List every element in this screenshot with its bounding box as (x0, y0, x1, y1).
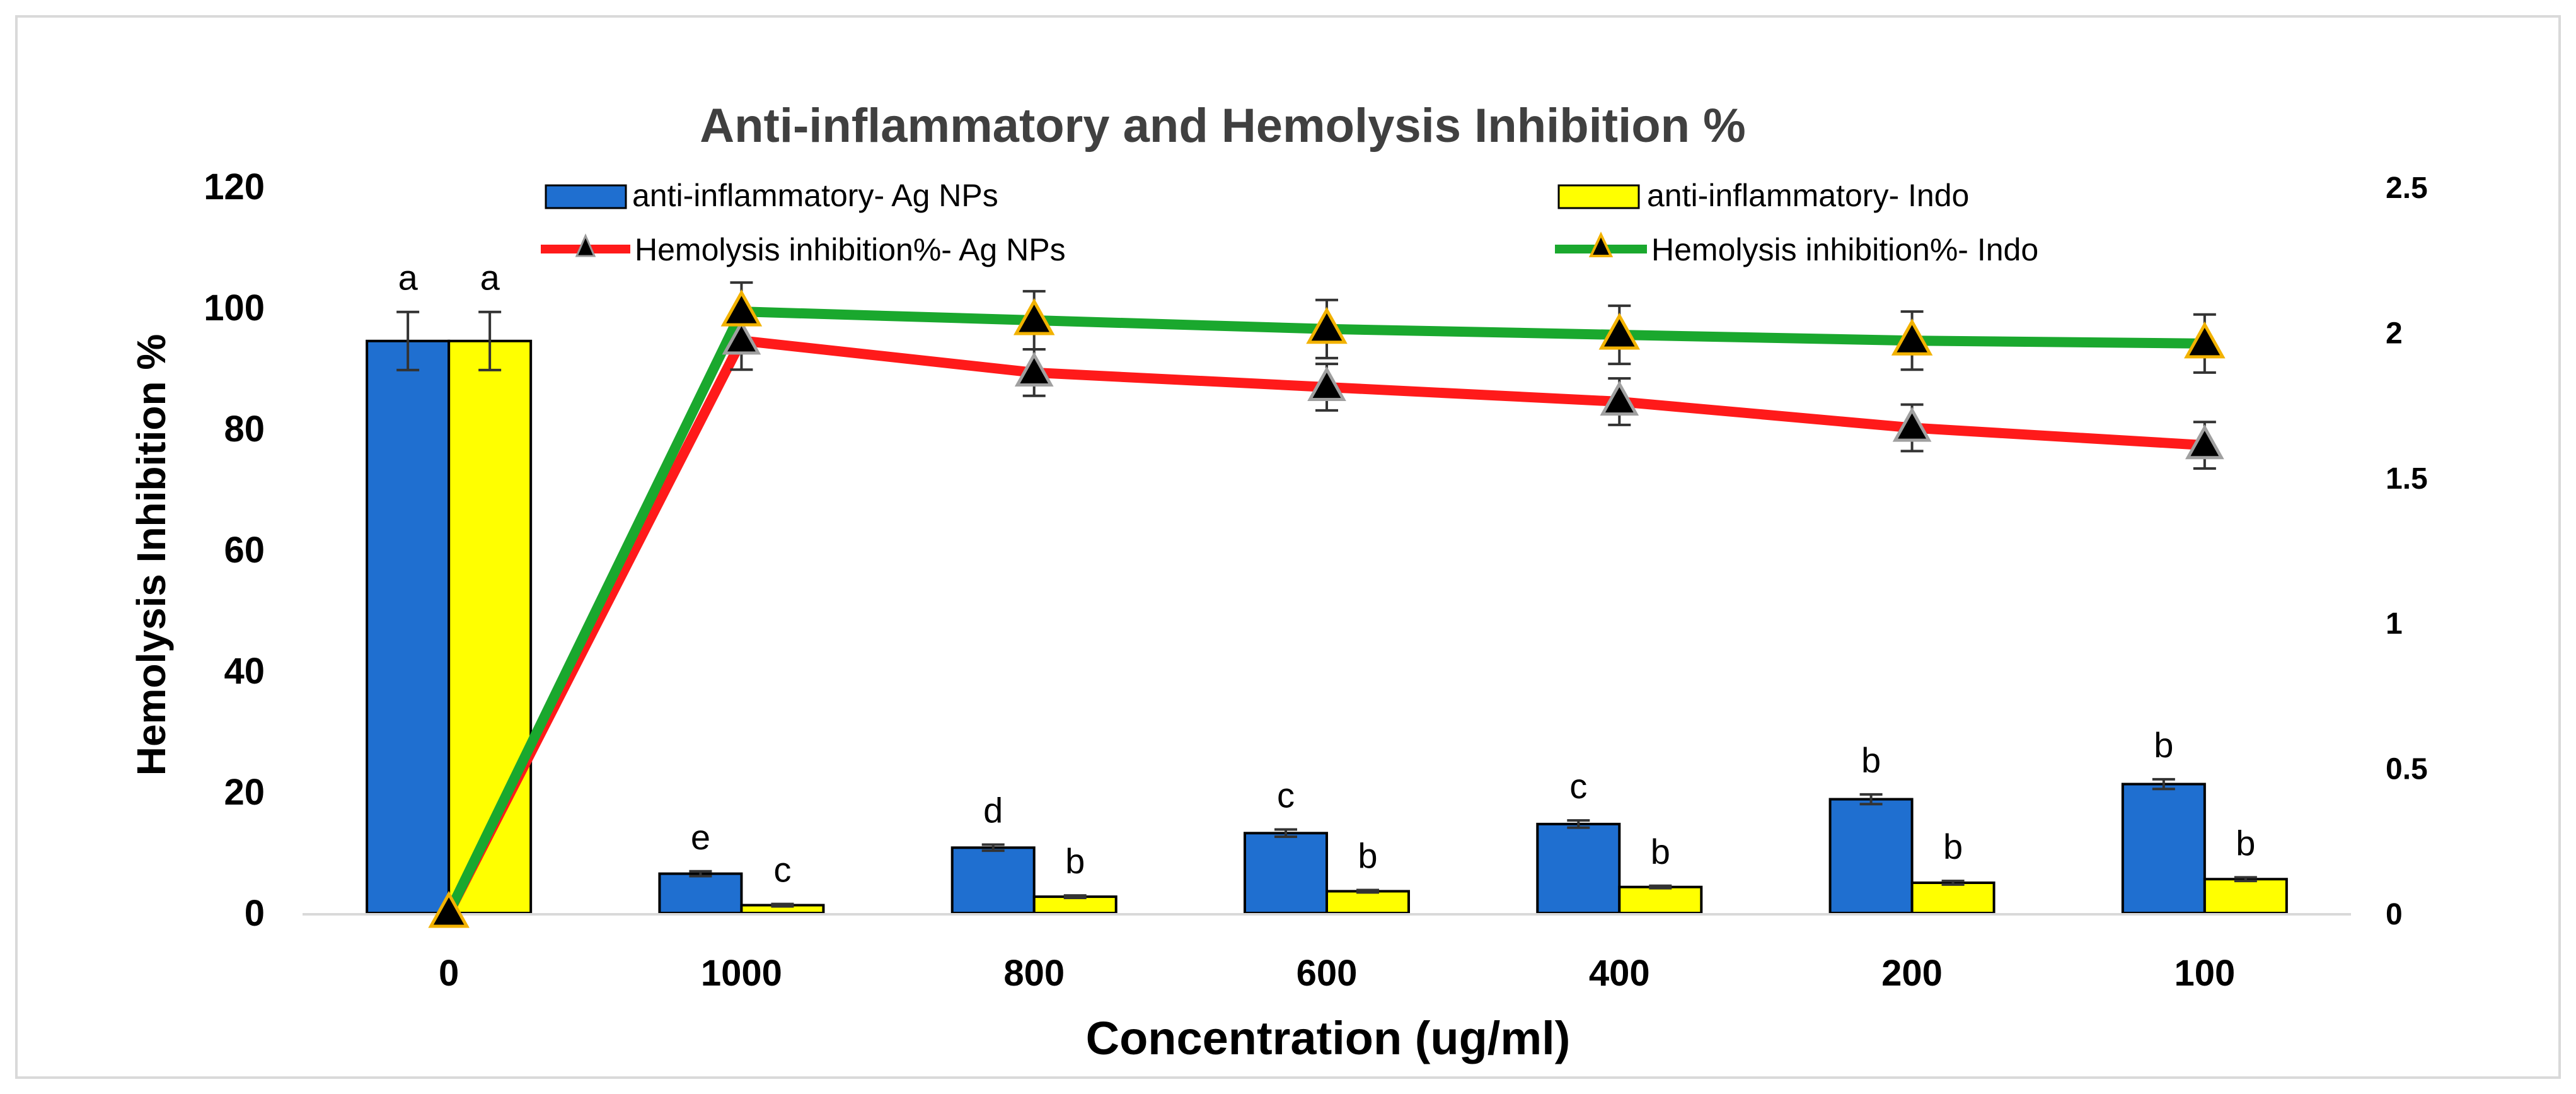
y-axis-title: Hemolysis Inhibition % (129, 334, 174, 776)
significance-label: b (1358, 836, 1377, 876)
line-marker (1600, 380, 1639, 416)
bar (2121, 783, 2206, 915)
bar (950, 846, 1036, 914)
bar (658, 872, 743, 914)
legend-item-agnps-line: Hemolysis inhibition%- Ag NPs (541, 232, 1066, 267)
y-axis-ticks: 0 20 40 60 80 100 120 (204, 166, 265, 934)
bar-error-bars (396, 310, 2257, 908)
significance-label: a (480, 258, 500, 298)
significance-label: b (1943, 827, 1963, 866)
bar (1828, 798, 1914, 915)
line-marker (2185, 424, 2224, 460)
bar (1618, 885, 1703, 914)
legend-marker-agnps (575, 233, 596, 257)
significance-label: e (691, 817, 710, 857)
line-marker (1013, 298, 1055, 335)
line-marker (720, 289, 763, 327)
significance-label: b (2154, 725, 2173, 765)
chart-title: Anti-inflammatory and Hemolysis Inhibiti… (700, 99, 1746, 153)
x-axis-title: Concentration (ug/ml) (1086, 1012, 1571, 1064)
x-tick-label: 100 (2174, 953, 2235, 994)
bar (1536, 822, 1621, 914)
line-marker (428, 890, 470, 928)
x-tick-label: 400 (1589, 953, 1650, 994)
line-marker (1307, 366, 1346, 402)
y2-tick-label: 2 (2386, 317, 2403, 350)
legend-item-agnps-bar: anti-inflammatory- Ag NPs (545, 178, 998, 213)
y-tick-label: 0 (245, 893, 265, 934)
x-tick-label: 200 (1881, 953, 1943, 994)
legend-label-indo-line: Hemolysis inhibition%- Indo (1651, 232, 2038, 267)
significance-label: a (398, 258, 419, 298)
significance-label: b (2236, 823, 2255, 863)
bar (1910, 882, 1996, 914)
y2-tick-label: 0.5 (2386, 753, 2428, 786)
y2-tick-label: 0 (2386, 898, 2403, 931)
bar (1244, 832, 1328, 915)
significance-label: d (983, 791, 1003, 830)
x-tick-label: 800 (1003, 953, 1065, 994)
y-tick-label: 60 (224, 530, 265, 571)
y-tick-label: 40 (224, 651, 265, 692)
line-marker (1014, 351, 1054, 387)
bar (366, 339, 451, 914)
line-marker (1306, 306, 1348, 344)
significance-label: b (1861, 740, 1881, 780)
x-tick-label: 1000 (701, 953, 782, 994)
legend-label-agnps-line: Hemolysis inhibition%- Ag NPs (635, 232, 1066, 267)
x-axis-ticks: 0 1000 800 600 400 200 100 (439, 953, 2235, 994)
line-marker (1598, 312, 1641, 350)
bar (1326, 890, 1410, 914)
y-tick-label: 20 (224, 772, 265, 813)
significance-label: c (1277, 776, 1295, 815)
y-tick-label: 100 (204, 288, 265, 329)
y2-tick-label: 1 (2386, 607, 2403, 641)
y2-tick-label: 2.5 (2386, 172, 2428, 205)
significance-label: c (1569, 766, 1587, 806)
legend-swatch-agnps-bar (545, 184, 627, 209)
bar (2203, 878, 2288, 914)
legend-item-indo-bar: anti-inflammatory- Indo (1557, 178, 1969, 213)
line-marker (2184, 321, 2226, 359)
bar-significance-labels: a e d c c b b a c b b b b b (398, 258, 2256, 890)
x-tick-label: 0 (439, 953, 459, 994)
line-marker (1891, 318, 1933, 356)
series-markers (428, 289, 2226, 928)
significance-label: b (1651, 832, 1670, 871)
line-marker (1892, 407, 1932, 442)
significance-label: b (1065, 841, 1085, 881)
significance-label: c (773, 850, 791, 890)
y-tick-label: 80 (224, 409, 265, 450)
legend-swatch-indo-bar (1557, 184, 1640, 209)
legend-label-indo-bar: anti-inflammatory- Indo (1647, 178, 1969, 213)
x-tick-label: 600 (1297, 953, 1358, 994)
line-marker (722, 320, 761, 355)
y-tick-label: 120 (204, 166, 265, 207)
y2-axis-ticks: 0 0.5 1 1.5 2 2.5 (2386, 172, 2428, 931)
legend-marker-indo (1588, 231, 1614, 257)
legend-label-agnps-bar: anti-inflammatory- Ag NPs (632, 178, 998, 213)
y2-tick-label: 1.5 (2386, 462, 2428, 496)
legend-item-indo-line: Hemolysis inhibition%- Indo (1555, 231, 2038, 267)
legend: anti-inflammatory- Ag NPs anti-inflammat… (541, 178, 2038, 267)
